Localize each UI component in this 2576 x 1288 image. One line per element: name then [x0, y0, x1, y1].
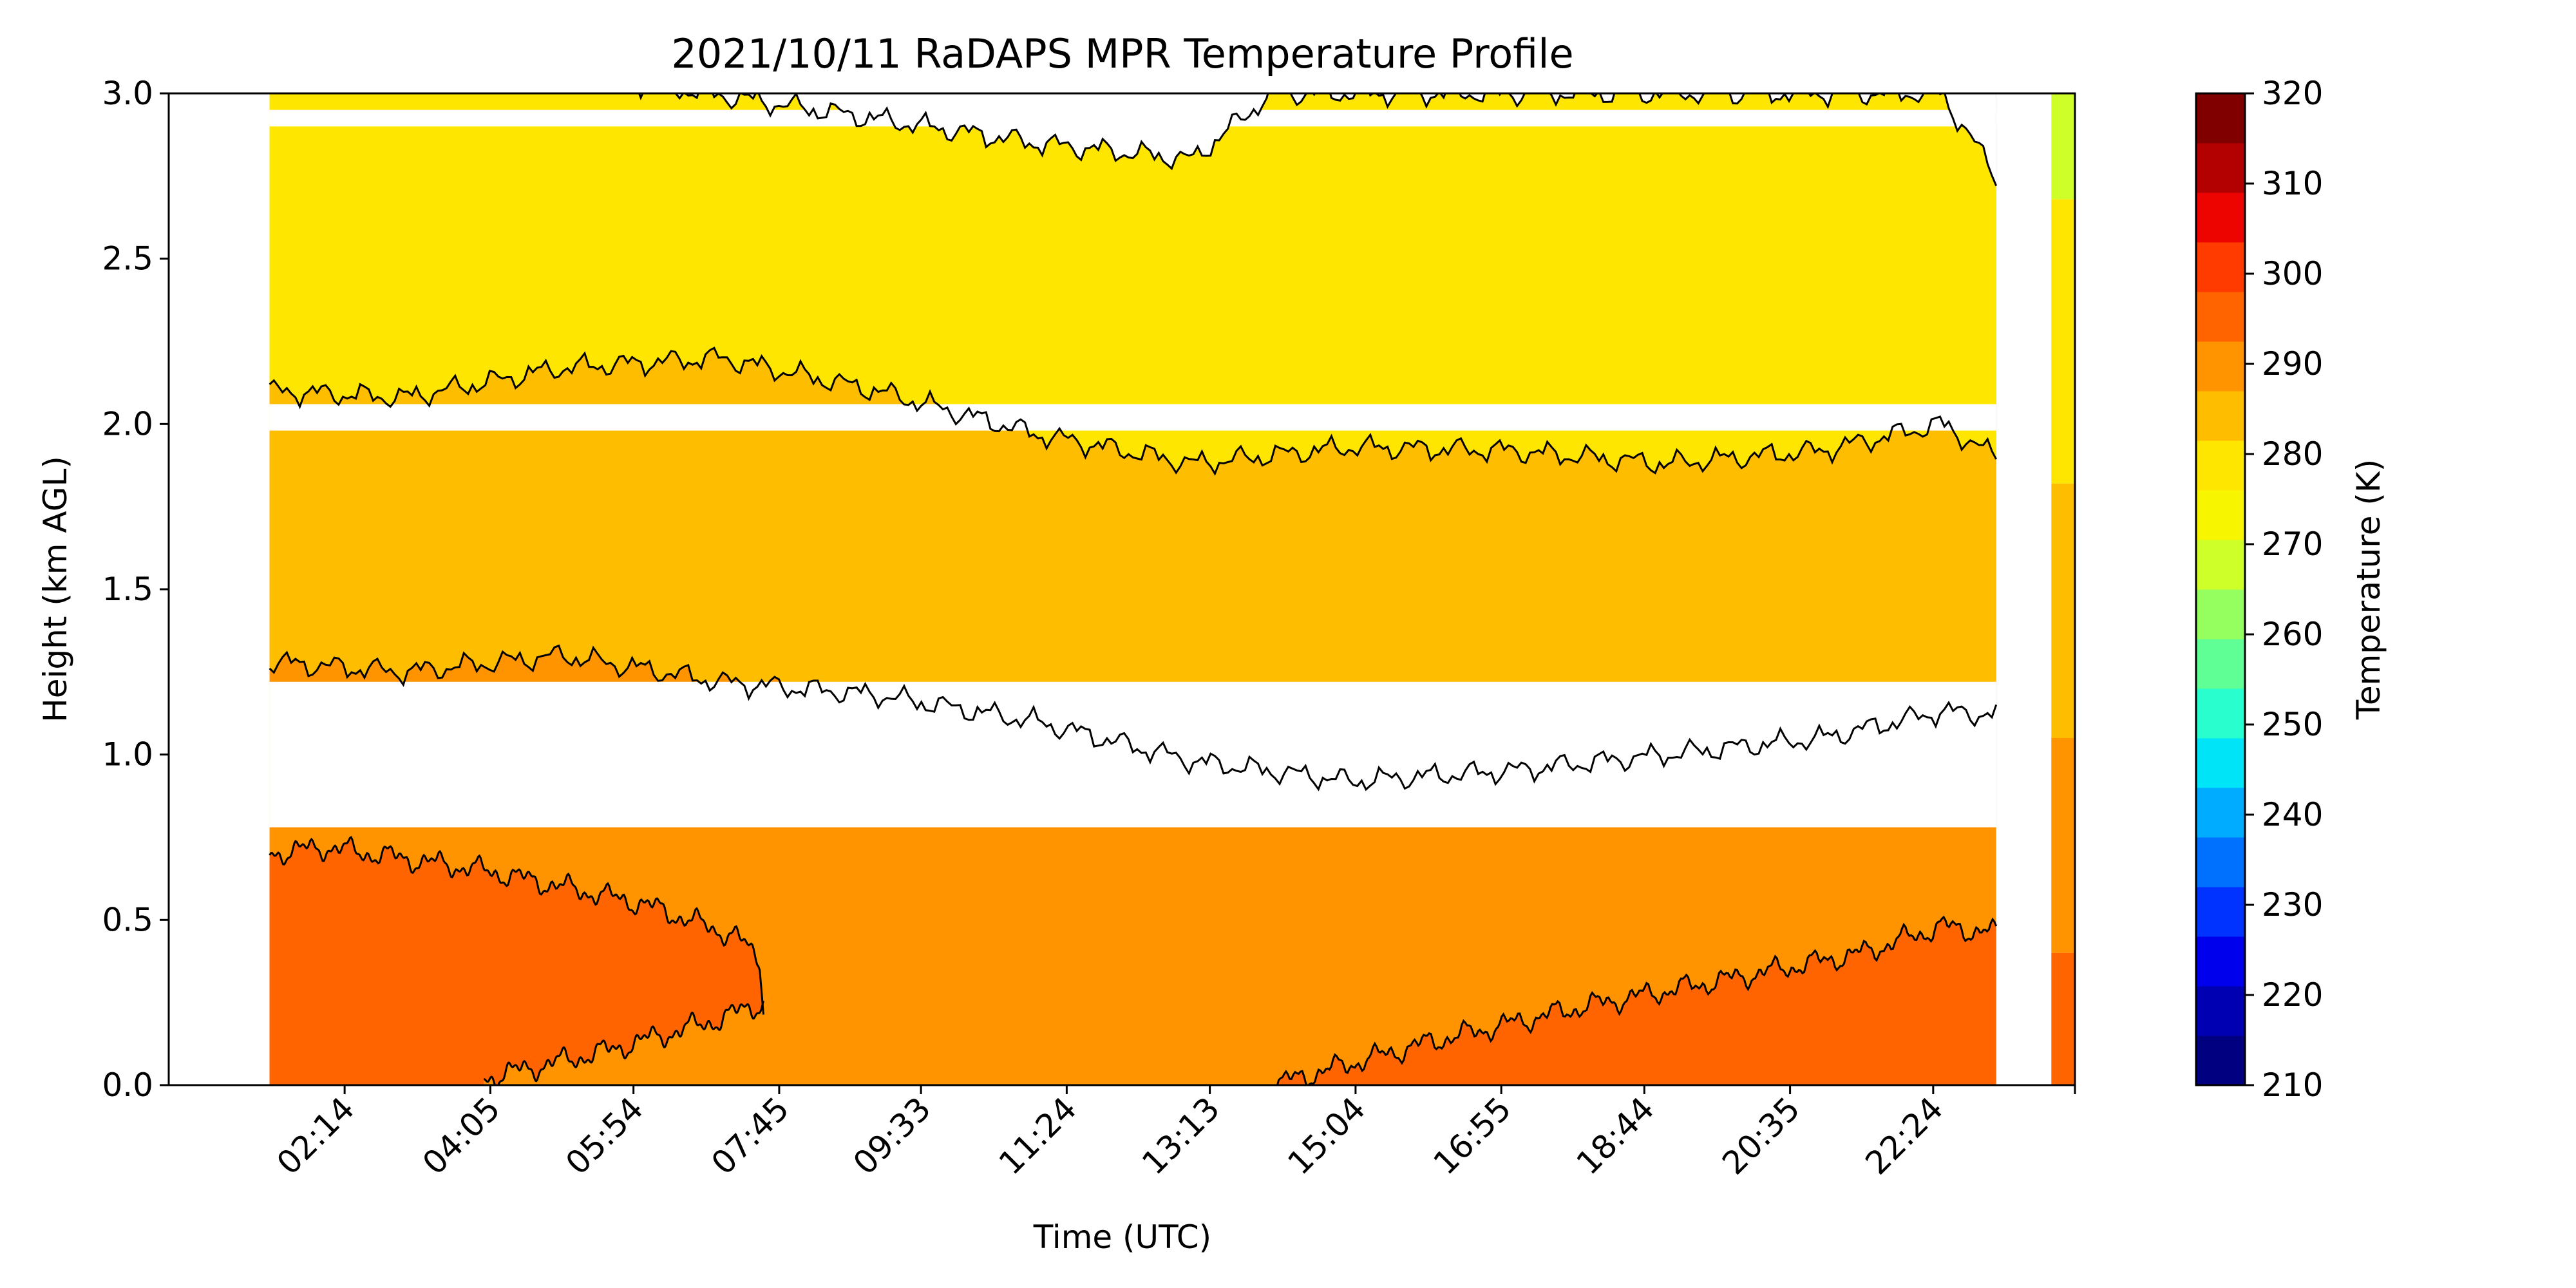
y-axis: 0.0 0.5 1.0 1.5 2.0 2.5 3.0 [102, 75, 169, 1104]
colorbar-segment [2196, 440, 2245, 491]
colorbar-segment [2196, 936, 2245, 987]
y-tick-label: 2.0 [102, 405, 153, 442]
y-tick-label: 2.5 [102, 240, 153, 278]
plot-area [167, 92, 2076, 1086]
colorbar-segment [2196, 639, 2245, 689]
colorbar-segment [2196, 341, 2245, 392]
colorbar-frame [2195, 92, 2246, 1086]
band-280-285 [269, 93, 1996, 474]
contour-line-1 [484, 1000, 764, 1085]
band-295-300-surface [1271, 917, 1996, 1085]
colorbar-tick-label: 220 [2262, 976, 2323, 1014]
colorbar-segment [2196, 837, 2245, 887]
edge-strip-2 [2051, 483, 2075, 738]
colorbar: 210 220 230 240 250 260 270 280 290 300 310 320 [2195, 75, 2323, 1104]
gap-1 [269, 404, 1996, 431]
colorbar-tick-label: 210 [2262, 1066, 2323, 1104]
colorbar-segment [2196, 1036, 2245, 1086]
band-295-300-fill [269, 837, 764, 1085]
colorbar-tick-label: 270 [2262, 526, 2323, 563]
y-axis-label: Height (km AGL) [37, 456, 74, 723]
y-tick-label: 0.0 [102, 1066, 153, 1104]
colorbar-tick-label: 310 [2262, 165, 2323, 202]
colorbar-label: Temperature (K) [2350, 459, 2387, 720]
contour-line-0 [269, 835, 764, 1015]
colorbar-tick-label: 250 [2262, 706, 2323, 743]
contour-line-4 [269, 346, 1998, 476]
colorbar-segment [2196, 391, 2245, 441]
colorbar-segment [2196, 788, 2245, 838]
colorbar-tick-label: 320 [2262, 75, 2323, 112]
edge-strip-0 [2051, 952, 2075, 1085]
colorbar-segment [2196, 738, 2245, 788]
x-axis-label: Time (UTC) [1033, 1218, 1211, 1256]
edge-strip-1 [2051, 738, 2075, 953]
y-tick-label: 1.5 [102, 571, 153, 608]
colorbar-tick-label: 280 [2262, 435, 2323, 473]
colorbar-tick-label: 230 [2262, 886, 2323, 923]
edge-strip-4 [2051, 93, 2075, 200]
y-tick-label: 1.0 [102, 736, 153, 773]
colorbar-segment [2196, 193, 2245, 243]
edge-strip-3 [2051, 199, 2075, 484]
colorbar-tick-label: 260 [2262, 616, 2323, 653]
colorbar-segment [2196, 490, 2245, 540]
colorbar-segment [2196, 93, 2245, 144]
colorbar-tick-label: 300 [2262, 255, 2323, 292]
colorbar-tick-label: 290 [2262, 345, 2323, 383]
contour-lines [269, 93, 1998, 1085]
y-tick-label: 0.5 [102, 901, 153, 938]
colorbar-segment [2196, 540, 2245, 590]
colorbar-segment [2196, 292, 2245, 342]
colorbar-segment [2196, 688, 2245, 739]
chart-title: 2021/10/11 RaDAPS MPR Temperature Profil… [671, 30, 1573, 77]
temperature-bands [269, 93, 2075, 1085]
colorbar-segment [2196, 589, 2245, 639]
contour-line-5 [638, 93, 1998, 187]
colorbar-segment [2196, 986, 2245, 1036]
contour-line-2 [269, 644, 1998, 791]
gap-2 [269, 109, 1996, 127]
y-tick-label: 3.0 [102, 75, 153, 112]
colorbar-segment [2196, 143, 2245, 193]
gap-0 [269, 681, 1996, 828]
contour-line-3 [1276, 915, 1998, 1085]
colorbar-tick-label: 240 [2262, 796, 2323, 833]
colorbar-segment [2196, 887, 2245, 937]
colorbar-segment [2196, 242, 2245, 292]
